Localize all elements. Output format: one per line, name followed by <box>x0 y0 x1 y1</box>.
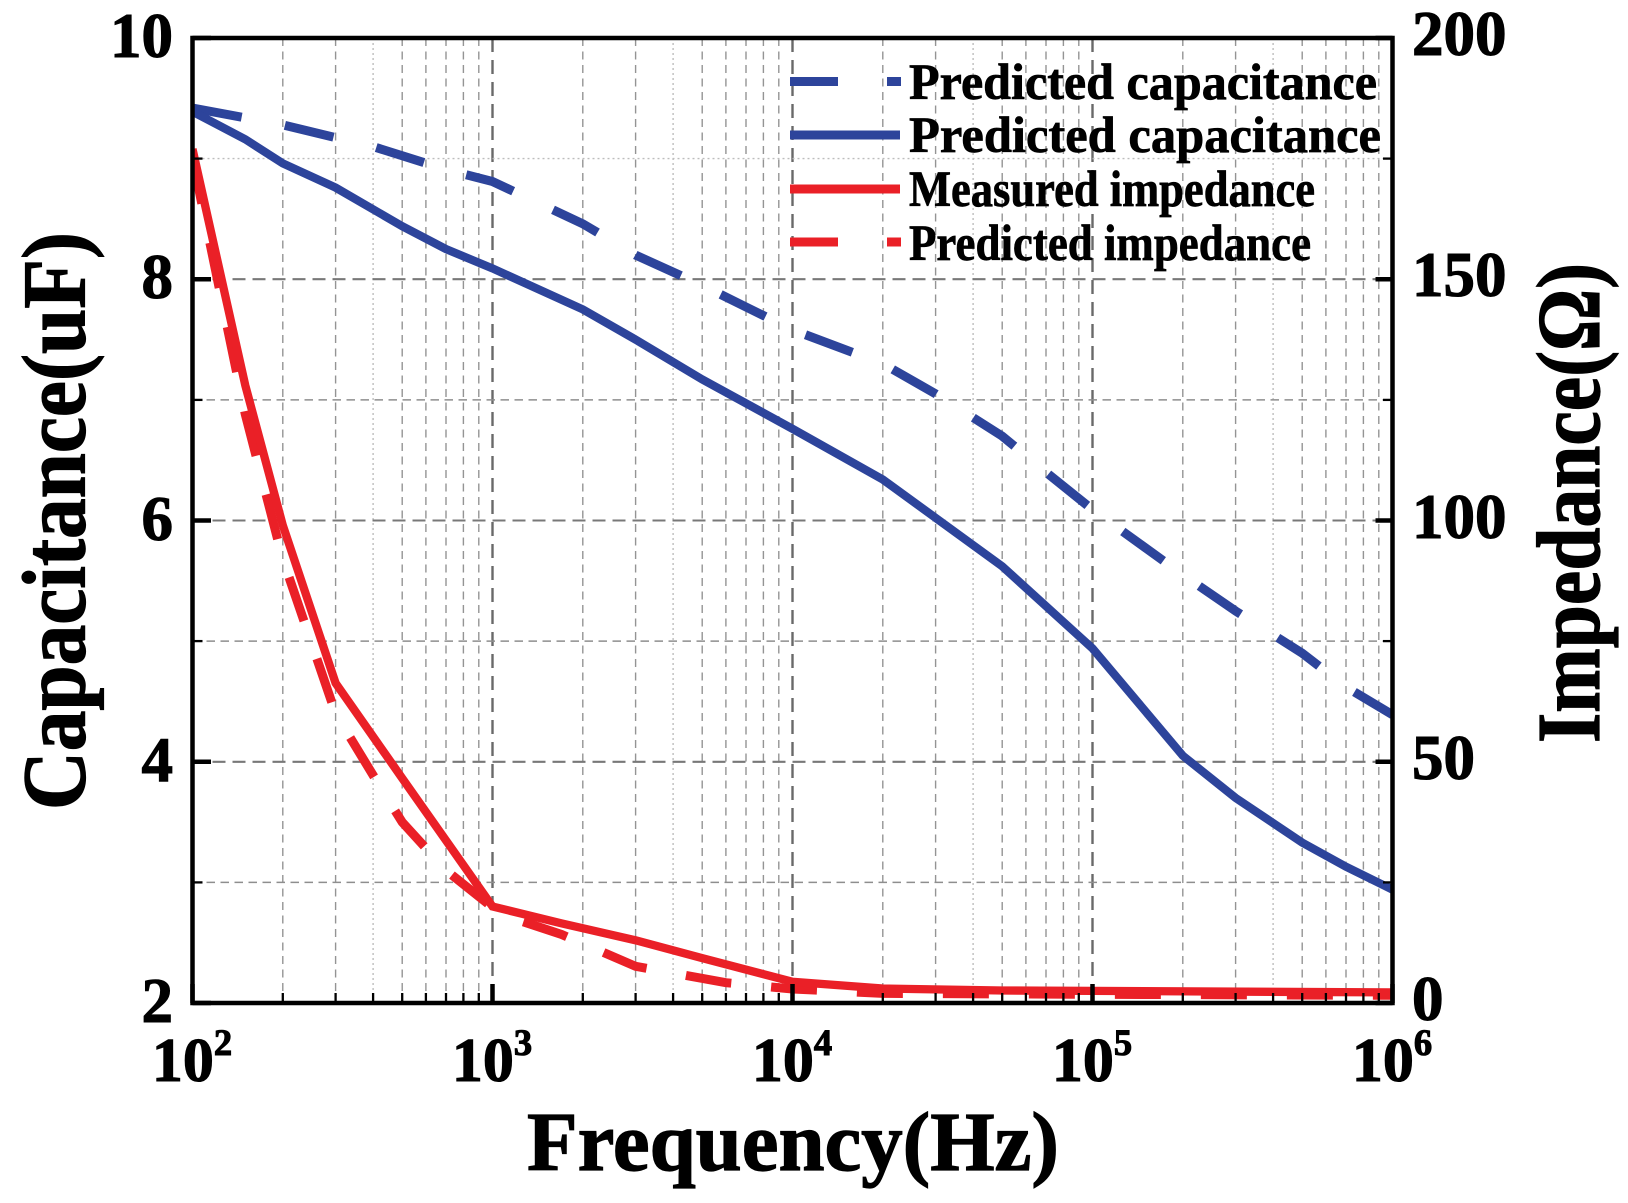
svg-text:Predicted capacitance: Predicted capacitance <box>909 55 1377 111</box>
svg-text:Impedance(Ω): Impedance(Ω) <box>1520 263 1619 743</box>
svg-text:100: 100 <box>1412 482 1507 552</box>
svg-text:Predicted impedance: Predicted impedance <box>909 216 1311 272</box>
svg-text:8: 8 <box>142 242 174 312</box>
svg-text:200: 200 <box>1412 0 1507 69</box>
svg-text:2: 2 <box>142 966 174 1036</box>
svg-text:Predicted capacitance: Predicted capacitance <box>909 108 1381 164</box>
svg-text:4: 4 <box>142 725 174 795</box>
svg-text:10: 10 <box>110 1 173 71</box>
svg-text:6: 6 <box>142 484 174 554</box>
svg-text:0: 0 <box>1412 964 1444 1034</box>
svg-text:Capacitance(uF): Capacitance(uF) <box>6 232 105 810</box>
svg-text:Frequency(Hz): Frequency(Hz) <box>527 1096 1059 1189</box>
svg-text:150: 150 <box>1412 240 1507 310</box>
svg-text:50: 50 <box>1412 723 1475 793</box>
svg-text:Measured impedance: Measured impedance <box>909 162 1315 218</box>
svg-text:106: 106 <box>1352 1022 1432 1095</box>
svg-text:105: 105 <box>1052 1022 1132 1095</box>
